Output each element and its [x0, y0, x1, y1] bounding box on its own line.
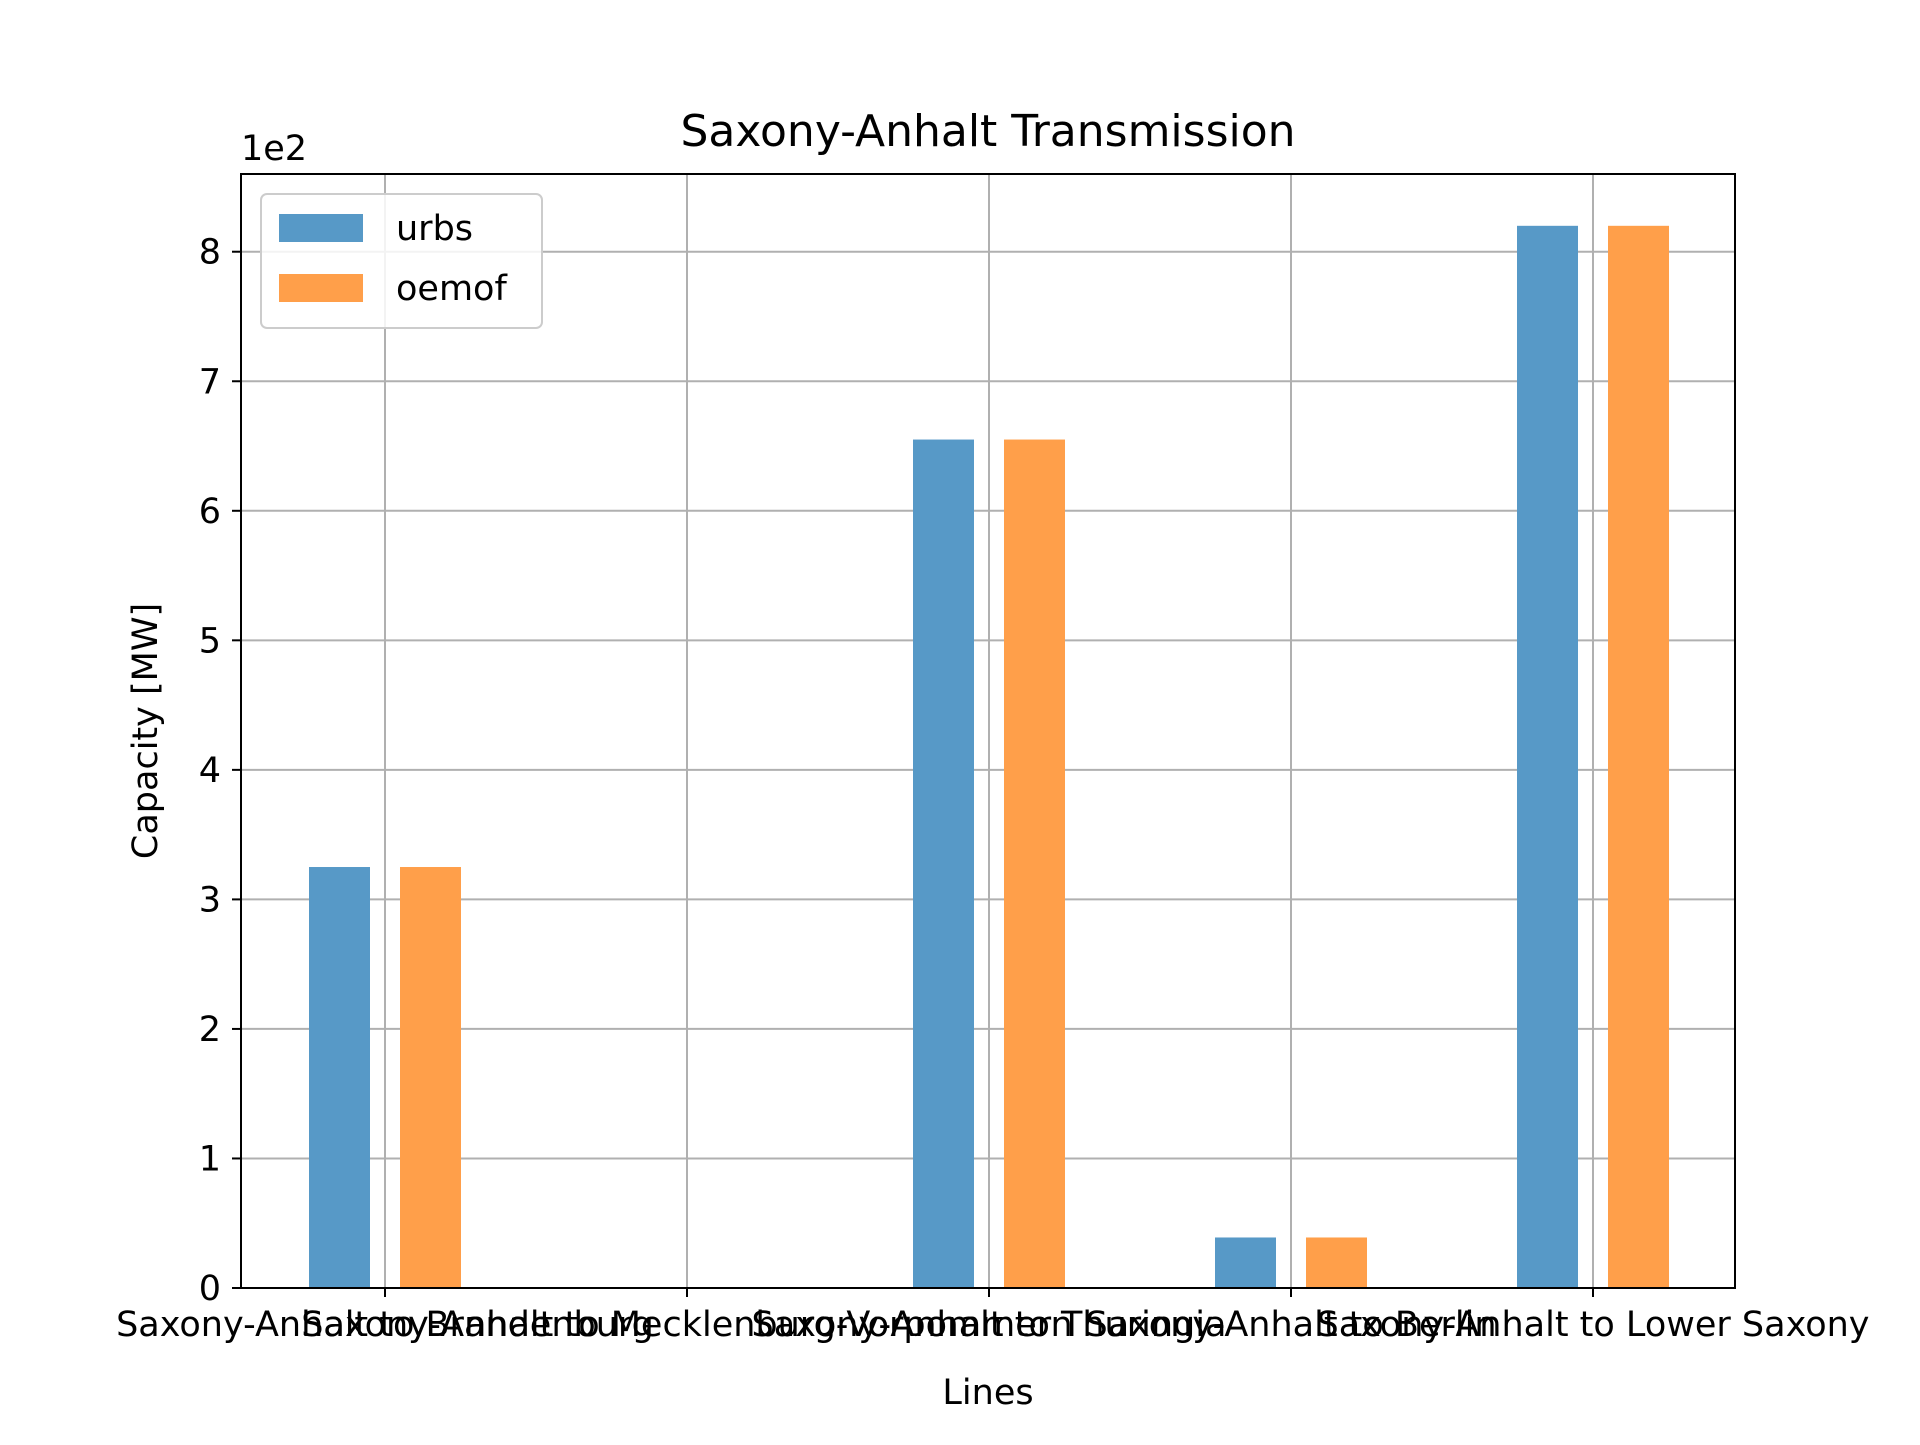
y-tick-label: 4 [199, 751, 221, 791]
bars [309, 225, 1669, 1288]
x-tick-label: Saxony-Anhalt to Berlin [1085, 1305, 1496, 1345]
x-tick-label: Saxony-Anhalt to Mecklenburg-Vorpommern [301, 1305, 1072, 1345]
x-tick-label: Saxony-Anhalt to Lower Saxony [1316, 1305, 1869, 1345]
y-tick-label: 6 [199, 492, 221, 532]
legend: urbs oemof [260, 193, 543, 329]
y-tick-label: 5 [199, 621, 221, 661]
y-axis-label: Capacity [MW] [126, 603, 166, 859]
bar-urbs-2 [913, 439, 974, 1288]
bar-oemof-4 [1608, 225, 1669, 1288]
bar-oemof-3 [1306, 1237, 1367, 1288]
x-tick-label: Saxony-Anhalt to Thuringia [752, 1305, 1227, 1345]
chart-title: Saxony-Anhalt Transmission [680, 106, 1295, 157]
y-tick-label: 3 [199, 880, 221, 920]
y-tick-label: 1 [199, 1139, 221, 1179]
y-tick-label: 0 [199, 1269, 221, 1309]
y-tick-label: 2 [199, 1010, 221, 1050]
x-tick-label: Saxony-Anhalt to Brandenburg [116, 1305, 654, 1345]
bar-oemof-0 [400, 867, 461, 1288]
x-axis-label: Lines [942, 1373, 1033, 1413]
bar-oemof-2 [1004, 439, 1065, 1288]
y-axis-offset-label: 1e2 [241, 129, 307, 169]
y-tick-label: 7 [199, 362, 221, 402]
bar-urbs-4 [1517, 225, 1578, 1288]
legend-swatch-urbs [279, 214, 363, 242]
y-tick-label: 8 [199, 233, 221, 273]
legend-swatch-oemof [279, 274, 363, 302]
legend-label-urbs: urbs [396, 209, 473, 249]
bar-urbs-3 [1215, 1237, 1276, 1288]
legend-label-oemof: oemof [396, 269, 507, 309]
bar-urbs-0 [309, 867, 370, 1288]
